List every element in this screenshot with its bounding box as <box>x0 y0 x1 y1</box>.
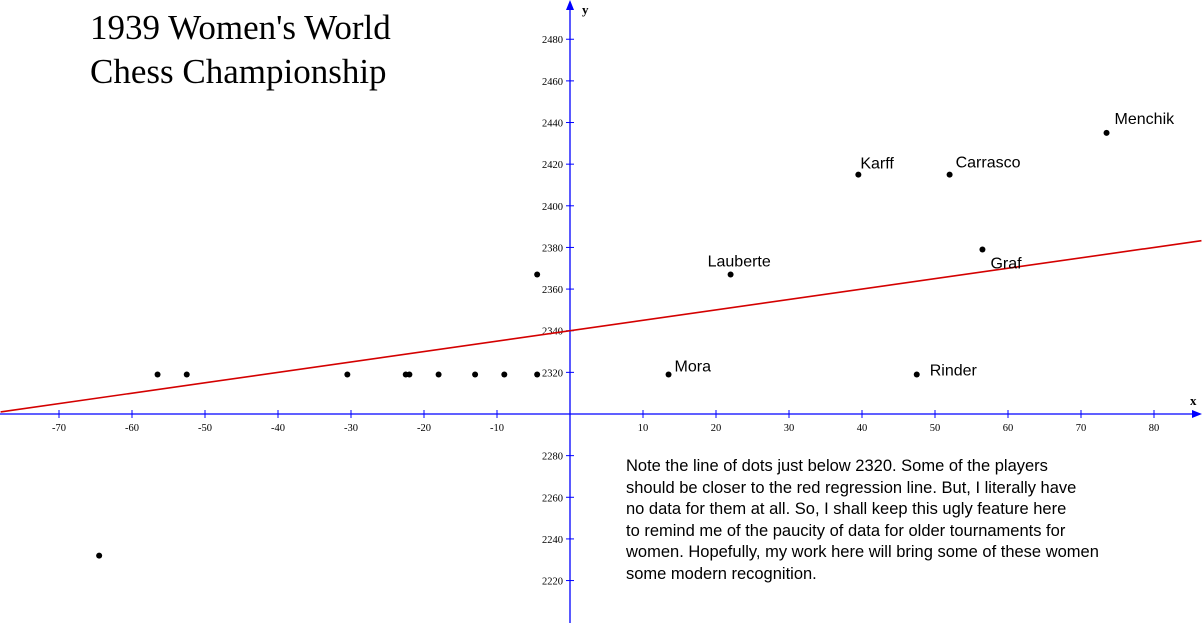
data-point <box>1103 129 1110 136</box>
chart-title: 1939 Women's World Chess Championship <box>90 6 510 94</box>
data-point <box>727 271 734 278</box>
y-tick-label: 2360 <box>542 285 563 296</box>
y-tick-label: 2460 <box>542 77 563 88</box>
y-tick-label: 2220 <box>542 577 563 588</box>
title-line-1: 1939 Women's World <box>90 8 391 47</box>
y-tick-label: 2280 <box>542 452 563 463</box>
data-point <box>154 371 161 378</box>
data-point <box>946 171 953 178</box>
point-label: Lauberte <box>708 254 771 271</box>
point-label: Carrasco <box>956 155 1021 172</box>
data-point <box>913 371 920 378</box>
y-tick-label: 2400 <box>542 202 563 213</box>
x-tick-label: -30 <box>344 423 358 434</box>
x-tick-label: 10 <box>638 423 649 434</box>
ticks: -70 -60 -50 -40 -30 -20 -10 10 20 30 40 50 60 70 80 222… <box>52 35 1159 587</box>
data-point <box>501 371 508 378</box>
data-point <box>665 371 672 378</box>
data-point <box>96 552 103 559</box>
data-point <box>435 371 442 378</box>
x-tick-label: 80 <box>1149 423 1160 434</box>
x-tick-label: 70 <box>1076 423 1087 434</box>
y-tick-label: 2320 <box>542 368 563 379</box>
title-line-2: Chess Championship <box>90 52 387 91</box>
y-tick-label: 2480 <box>542 35 563 46</box>
x-tick-label: -10 <box>490 423 504 434</box>
note-line-1: Note the line of dots just below 2320. S… <box>626 457 1048 475</box>
x-tick-label: 30 <box>784 423 795 434</box>
point-label: Mora <box>675 358 712 375</box>
y-axis-arrow <box>566 0 574 10</box>
data-point <box>534 271 541 278</box>
regression-layer <box>0 239 1202 413</box>
note-line-6: some modern recognition. <box>626 564 817 583</box>
x-axis-label: x <box>1190 393 1197 408</box>
x-tick-label: -70 <box>52 423 66 434</box>
x-tick-label: 50 <box>930 423 941 434</box>
point-label: Karff <box>860 156 894 173</box>
note-line-4: to remind me of the paucity of data for … <box>626 521 1066 540</box>
point-label: Rinder <box>930 362 978 379</box>
data-point <box>979 246 986 253</box>
note-text: Note the line of dots just below 2320. S… <box>626 456 1186 585</box>
point-label: Graf <box>990 256 1022 273</box>
data-point <box>855 171 862 178</box>
point-label: Menchik <box>1115 111 1176 128</box>
x-tick-label: -50 <box>198 423 212 434</box>
x-axis-arrow <box>1192 410 1202 418</box>
x-tick-label: 60 <box>1003 423 1014 434</box>
x-tick-label: 20 <box>711 423 722 434</box>
x-tick-label: -20 <box>417 423 431 434</box>
y-tick-label: 2260 <box>542 493 563 504</box>
data-point <box>406 371 413 378</box>
note-line-5: women. Hopefully, my work here will brin… <box>626 543 1099 561</box>
y-tick-label: 2420 <box>542 160 563 171</box>
data-point <box>183 371 190 378</box>
y-axis-label: y <box>582 2 589 17</box>
data-point <box>344 371 351 378</box>
data-point <box>472 371 479 378</box>
points-layer: Menchik Karff Carrasco Graf Lauberte Mora Rind… <box>96 111 1175 559</box>
x-tick-label: -40 <box>271 423 285 434</box>
note-line-2: should be closer to the red regression l… <box>626 478 1077 497</box>
x-tick-label: -60 <box>125 423 139 434</box>
data-point <box>534 371 541 378</box>
y-tick-label: 2240 <box>542 535 563 546</box>
x-tick-label: 40 <box>857 423 868 434</box>
note-line-3: no data for them at all. So, I shall kee… <box>626 500 1067 518</box>
y-tick-label: 2380 <box>542 243 563 254</box>
y-tick-label: 2340 <box>542 327 563 338</box>
regression-line <box>0 239 1202 413</box>
y-tick-label: 2440 <box>542 119 563 130</box>
